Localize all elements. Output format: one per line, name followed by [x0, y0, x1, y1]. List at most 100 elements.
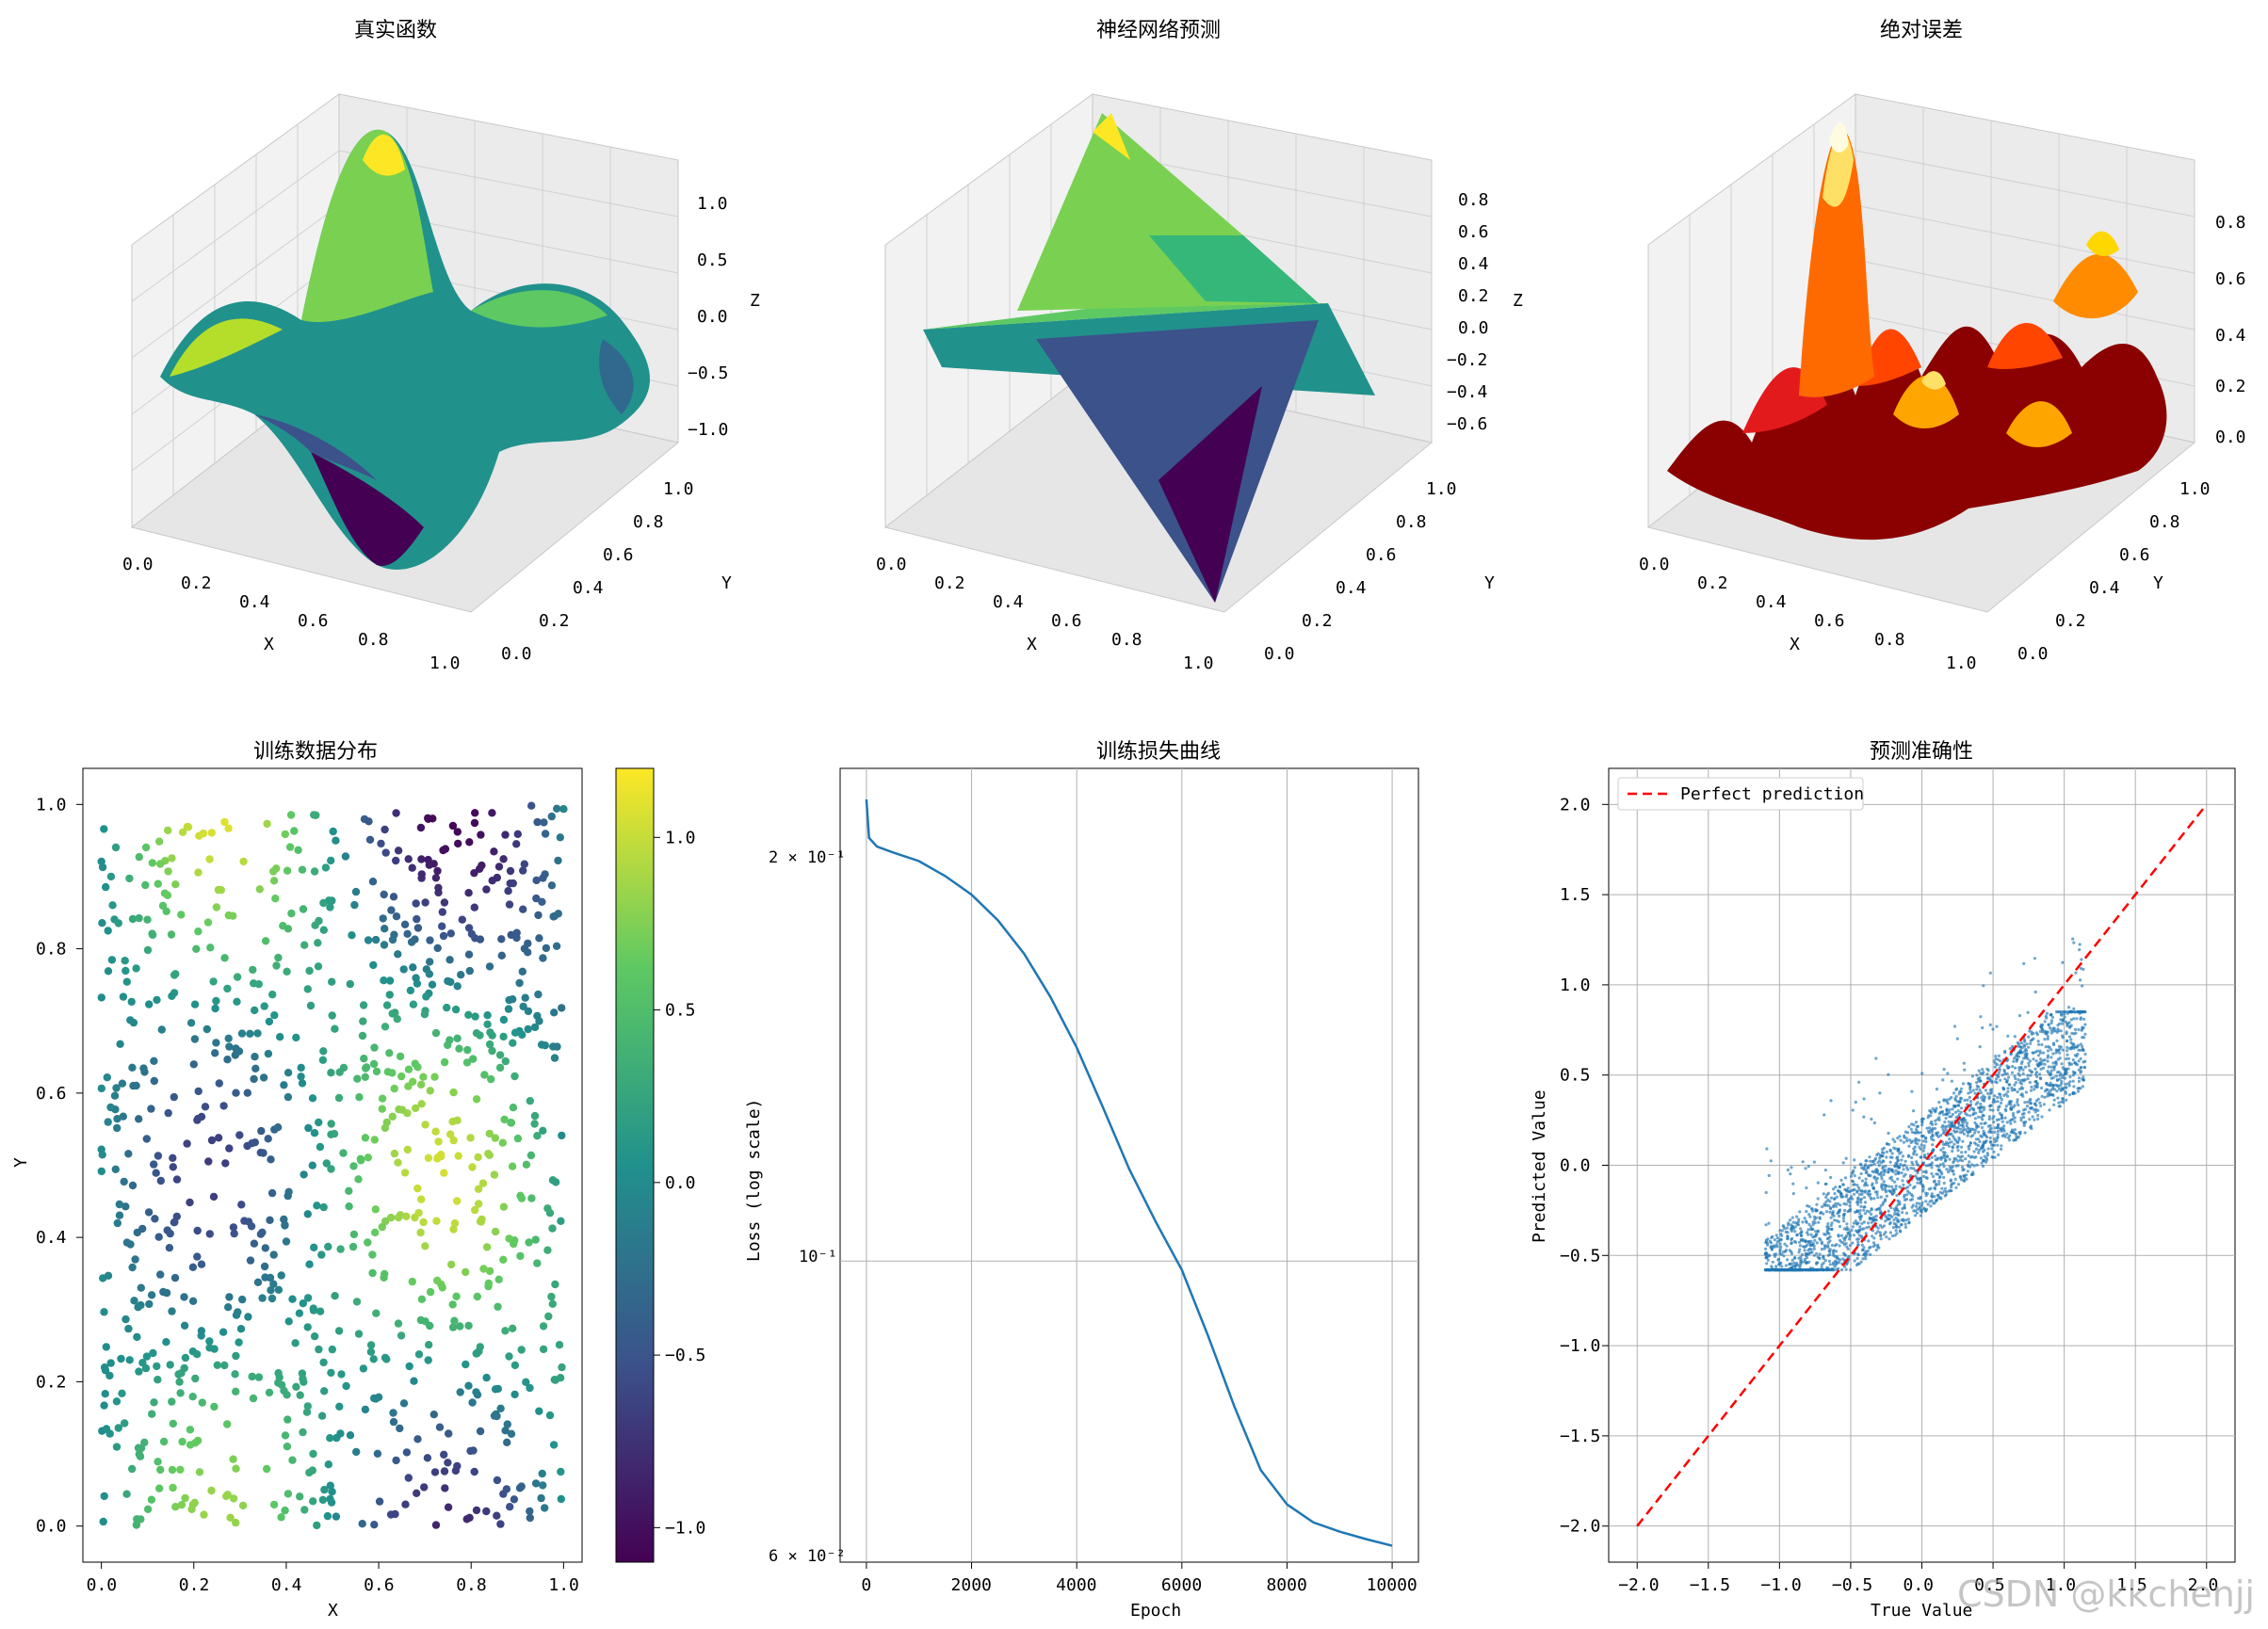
- scatter-point: [1820, 1266, 1823, 1269]
- scatter-point: [1968, 1141, 1972, 1145]
- scatter-point: [472, 1095, 481, 1104]
- scatter-point: [1952, 1135, 1955, 1138]
- scatter-point: [261, 937, 270, 945]
- scatter-point: [318, 1056, 328, 1064]
- scatter-point: [1952, 1172, 1955, 1176]
- scatter-point: [328, 1011, 336, 1020]
- scatter-point: [194, 1087, 202, 1096]
- scatter-point: [1961, 1139, 1965, 1143]
- scatter-point: [381, 1023, 390, 1031]
- scatter-point: [517, 1346, 526, 1354]
- scatter-point: [556, 833, 564, 842]
- scatter-point: [1820, 1210, 1823, 1215]
- scatter-point: [2002, 1093, 2006, 1097]
- scatter-point: [1960, 1151, 1964, 1154]
- scatter-point: [156, 1270, 165, 1279]
- scatter-point: [1986, 1124, 1990, 1128]
- scatter-point: [533, 1259, 542, 1267]
- scatter-point: [1896, 1213, 1900, 1217]
- scatter-point: [2079, 966, 2082, 970]
- scatter-point: [283, 1391, 291, 1399]
- scatter-point: [1958, 1099, 1962, 1103]
- scatter-point: [2043, 1095, 2047, 1099]
- scatter-point: [1948, 1115, 1952, 1119]
- scatter-point: [1960, 1130, 1965, 1134]
- scatter-point: [276, 1033, 284, 1041]
- scatter-point: [205, 855, 214, 863]
- scatter-point: [1918, 1202, 1921, 1205]
- scatter-point: [1882, 1224, 1886, 1228]
- scatter-point: [1894, 1187, 1898, 1191]
- scatter-point: [1858, 1198, 1862, 1202]
- scatter-point: [1777, 1268, 1781, 1272]
- scatter-point: [1957, 1092, 1961, 1096]
- scatter-point: [106, 872, 116, 881]
- scatter-point: [2067, 1035, 2072, 1039]
- y-tick-label: 0.0: [1560, 1156, 1591, 1176]
- scatter-point: [180, 1363, 188, 1373]
- scatter-point: [181, 1353, 190, 1363]
- scatter-point: [400, 920, 410, 928]
- scatter-point: [1815, 1241, 1819, 1245]
- scatter-point: [2078, 943, 2082, 946]
- scatter-point: [1861, 1257, 1865, 1261]
- scatter-point: [2080, 958, 2083, 961]
- scatter-point: [2032, 1031, 2035, 1036]
- scatter-point: [388, 1069, 397, 1077]
- scatter-point: [334, 1093, 344, 1103]
- x-tick: 0.2: [934, 573, 965, 593]
- scatter-point: [426, 958, 434, 966]
- scatter-point: [2067, 1093, 2072, 1097]
- scatter-point: [368, 1250, 377, 1259]
- scatter-point: [2033, 1088, 2036, 1091]
- scatter-point: [2074, 1062, 2078, 1066]
- scatter-point: [1801, 1268, 1805, 1272]
- scatter-point: [2013, 1137, 2017, 1141]
- scatter-point: [1795, 1215, 1799, 1218]
- scatter-point: [1879, 1237, 1883, 1241]
- scatter-point: [326, 903, 334, 911]
- scatter-point: [1988, 971, 1992, 975]
- x-tick: 1.0: [1183, 653, 1214, 673]
- scatter-point: [1831, 1213, 1835, 1217]
- scatter-point: [1912, 1147, 1916, 1151]
- scatter-point: [2022, 1039, 2027, 1042]
- scatter-point: [156, 1176, 165, 1185]
- scatter-point: [1770, 1265, 1774, 1268]
- scatter-point: [1925, 1126, 1929, 1130]
- scatter-point: [2036, 1108, 2040, 1112]
- scatter-point: [2056, 1057, 2060, 1061]
- scatter-point: [2036, 1113, 2040, 1118]
- scatter-point: [2046, 1059, 2049, 1063]
- scatter-point: [1936, 1168, 1940, 1171]
- scatter-point: [421, 1121, 429, 1129]
- x-tick: 0.6: [298, 611, 329, 631]
- scatter-point: [1975, 1163, 1979, 1167]
- scatter-point: [394, 1158, 402, 1167]
- scatter-point: [550, 1008, 559, 1017]
- y-tick-label: 1.0: [36, 795, 67, 814]
- scatter-point: [309, 1304, 317, 1313]
- scatter-point: [291, 1339, 300, 1347]
- y-tick-label: −1.5: [1560, 1427, 1600, 1446]
- scatter-point: [1817, 1256, 1821, 1260]
- scatter-point: [1887, 1170, 1890, 1174]
- scatter-point: [1841, 1183, 1845, 1186]
- scatter-point: [189, 1060, 198, 1069]
- scatter-point: [505, 900, 514, 909]
- scatter-point: [1977, 1151, 1981, 1154]
- scatter-point: [1813, 1238, 1817, 1242]
- scatter-point: [1996, 1095, 2000, 1100]
- scatter-point: [2063, 1076, 2066, 1080]
- scatter-point: [232, 1518, 240, 1527]
- scatter-point: [1961, 1117, 1965, 1121]
- scatter-point: [2047, 1065, 2050, 1069]
- scatter-point: [1948, 1168, 1952, 1171]
- scatter-point: [232, 1089, 240, 1097]
- scatter-point: [120, 1177, 128, 1186]
- scatter-point: [1799, 1259, 1803, 1263]
- scatter-point: [1786, 1258, 1790, 1262]
- scatter-point: [2061, 1048, 2065, 1052]
- scatter-point: [274, 1285, 284, 1294]
- scatter-point: [1962, 1168, 1966, 1171]
